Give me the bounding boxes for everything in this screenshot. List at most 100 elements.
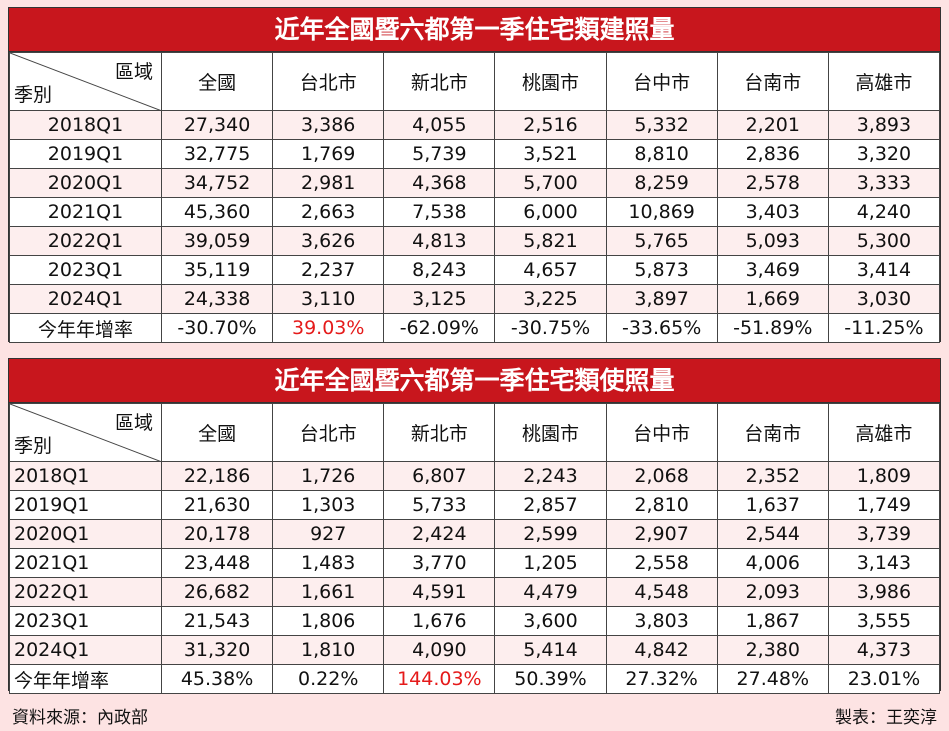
table-cell: -33.65% [605,313,718,343]
table-cell: 5,765 [605,226,718,256]
table-cell: 4,479 [494,577,607,607]
column-header: 新北市 [383,52,496,111]
building-permit-table: 區域 季別 全國 台北市 新北市 桃園市 台中市 台南市 高雄市 2018Q1 2… [9,52,941,343]
table-title: 近年全國暨六都第一季住宅類建照量 [9,8,940,52]
table-cell: 0.22% [272,664,385,694]
row-label: 今年年增率 [9,313,162,343]
table-cell: 6,000 [494,197,607,227]
table-cell: 45,360 [160,197,274,227]
table-row: 2019Q1 32,775 1,769 5,739 3,521 8,810 2,836 3,3… [9,139,941,169]
table-cell: -30.75% [494,313,607,343]
column-header: 台北市 [272,52,385,111]
table-cell: 4,591 [383,577,496,607]
table-cell: 4,240 [827,197,941,227]
row-label: 2021Q1 [9,548,162,578]
column-header: 台中市 [605,403,718,462]
row-label: 2019Q1 [9,139,162,169]
row-label: 2021Q1 [9,197,162,227]
table-row: 2020Q1 20,178 927 2,424 2,599 2,907 2,544 3,739 [9,519,941,549]
table-cell: 1,669 [716,284,829,314]
table-cell: 2,093 [716,577,829,607]
column-header: 新北市 [383,403,496,462]
table-cell: 1,769 [272,139,385,169]
table-cell: 2,380 [716,635,829,665]
table-cell: 24,338 [160,284,274,314]
building-permit-table-panel: 近年全國暨六都第一季住宅類建照量 區域 季別 全國 台北市 新北市 桃園市 台中… [8,7,941,343]
table-cell: 32,775 [160,139,274,169]
corner-region-label: 區域 [114,412,153,434]
table-row: 2024Q1 24,338 3,110 3,125 3,225 3,897 1,669 3,0… [9,284,941,314]
table-cell: 1,637 [716,490,829,520]
table-row: 2023Q1 35,119 2,237 8,243 4,657 5,873 3,469 3,4… [9,255,941,285]
column-header: 高雄市 [827,403,941,462]
table-cell: 1,809 [827,461,941,491]
table-row: 今年年增率 45.38% 0.22% 144.03% 50.39% 27.32% 27.48… [9,664,941,694]
table-cell: 5,821 [494,226,607,256]
table-cell: 144.03% [383,664,496,694]
table-cell: 1,806 [272,606,385,636]
table-cell: 23.01% [827,664,941,694]
table-cell: 3,469 [716,255,829,285]
table-cell: 8,810 [605,139,718,169]
column-header: 全國 [160,52,274,111]
table-cell: 23,448 [160,548,274,578]
corner-region-label: 區域 [114,61,153,83]
table-cell: 3,897 [605,284,718,314]
table-cell: 5,733 [383,490,496,520]
maker-note: 製表：王奕淳 [835,708,937,728]
table-cell: 2,810 [605,490,718,520]
table-cell: 5,700 [494,168,607,198]
table-cell: 34,752 [160,168,274,198]
table-cell: 3,626 [272,226,385,256]
row-label: 2019Q1 [9,490,162,520]
row-label: 2018Q1 [9,461,162,491]
column-header: 台南市 [716,52,829,111]
column-header: 台北市 [272,403,385,462]
table-cell: 2,068 [605,461,718,491]
table-cell: 2,558 [605,548,718,578]
diagonal-divider [10,53,160,110]
table-cell: 2,201 [716,110,829,140]
table-cell: -11.25% [827,313,941,343]
column-header: 高雄市 [827,52,941,111]
table-cell: 7,538 [383,197,496,227]
table-cell: -62.09% [383,313,496,343]
source-note: 資料來源：內政部 [12,708,148,728]
table-cell: 3,600 [494,606,607,636]
table-cell: 39.03% [272,313,385,343]
table-cell: 3,893 [827,110,941,140]
row-label: 2023Q1 [9,606,162,636]
row-label: 2024Q1 [9,635,162,665]
table-cell: 1,205 [494,548,607,578]
table-cell: 3,110 [272,284,385,314]
table-cell: 1,749 [827,490,941,520]
table-cell: 1,676 [383,606,496,636]
table-cell: 21,543 [160,606,274,636]
table-cell: 2,907 [605,519,718,549]
row-label: 2024Q1 [9,284,162,314]
table-cell: 21,630 [160,490,274,520]
table-cell: 3,030 [827,284,941,314]
table-cell: 5,332 [605,110,718,140]
table-cell: 27.32% [605,664,718,694]
table-cell: 3,803 [605,606,718,636]
table-cell: 4,055 [383,110,496,140]
table-cell: 3,521 [494,139,607,169]
row-label: 2023Q1 [9,255,162,285]
table-cell: 26,682 [160,577,274,607]
table-row: 2019Q1 21,630 1,303 5,733 2,857 2,810 1,637 1,7… [9,490,941,520]
row-label: 2020Q1 [9,168,162,198]
row-label: 2022Q1 [9,226,162,256]
table-cell: 5,873 [605,255,718,285]
table-cell: 10,869 [605,197,718,227]
row-label: 今年年增率 [9,664,162,694]
diagonal-divider [10,404,160,461]
column-header: 台中市 [605,52,718,111]
table-cell: 27.48% [716,664,829,694]
table-cell: 22,186 [160,461,274,491]
table-cell: 3,555 [827,606,941,636]
table-row: 2018Q1 22,186 1,726 6,807 2,243 2,068 2,352 1,8… [9,461,941,491]
table-cell: 2,424 [383,519,496,549]
table-cell: 5,414 [494,635,607,665]
table-row: 2023Q1 21,543 1,806 1,676 3,600 3,803 1,867 3,5… [9,606,941,636]
